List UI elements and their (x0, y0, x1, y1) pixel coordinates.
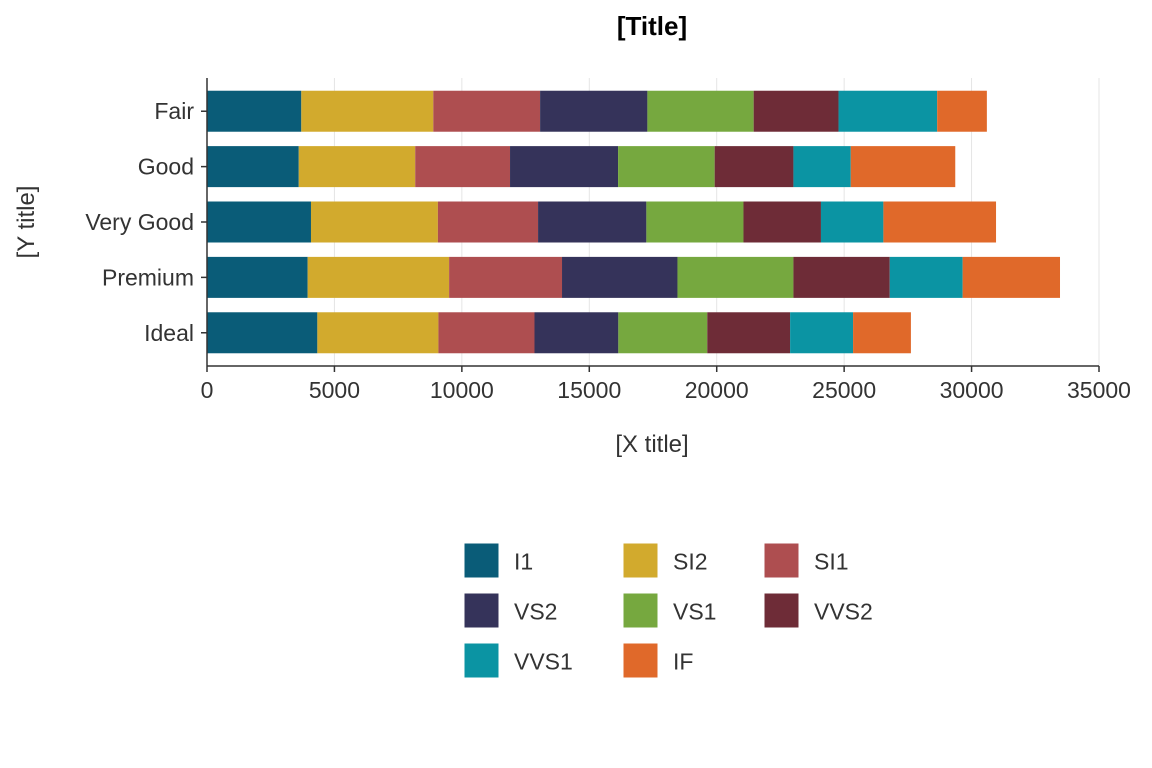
legend-swatch-vvs2 (763, 592, 800, 629)
bar-ideal-vs2 (534, 312, 619, 354)
bar-very-good-i1 (207, 201, 311, 243)
legend-label-vvs1: VVS1 (514, 649, 573, 675)
bar-fair-vs2 (540, 90, 648, 132)
x-tick-label: 0 (201, 377, 214, 403)
legend-swatch-si2 (622, 542, 659, 579)
bar-fair-si1 (433, 90, 541, 132)
legend-swatch-vs2 (463, 592, 500, 629)
bar-premium-vs1 (677, 256, 794, 298)
bar-premium-vvs1 (889, 256, 963, 298)
x-tick-label: 35000 (1067, 377, 1131, 403)
bar-premium-vvs2 (793, 256, 890, 298)
bar-good-vs2 (510, 146, 619, 188)
bar-fair-i1 (207, 90, 302, 132)
bar-fair-if (937, 90, 987, 132)
legend-label-if: IF (673, 649, 693, 675)
x-tick-labels: 0 5000 10000 15000 20000 25000 30000 35000 (201, 377, 1131, 403)
bar-fair-vs1 (647, 90, 754, 132)
legend: I1 SI2 SI1 VS2 VS1 VVS2 VVS1 IF (463, 542, 873, 679)
x-tick-label: 5000 (309, 377, 360, 403)
bar-good-vvs1 (793, 146, 851, 188)
x-axis-title: [X title] (615, 431, 688, 458)
x-tick-label: 15000 (557, 377, 621, 403)
chart-title: [Title] (617, 11, 687, 41)
legend-label-vs2: VS2 (514, 599, 557, 625)
bar-very-good-vvs1 (820, 201, 884, 243)
legend-swatch-vvs1 (463, 642, 500, 679)
legend-swatch-if (622, 642, 659, 679)
bar-ideal-si2 (317, 312, 439, 354)
legend-label-si2: SI2 (673, 549, 708, 575)
y-axis-title: [Y title] (13, 186, 40, 259)
y-tick-label: Premium (102, 264, 194, 290)
legend-label-i1: I1 (514, 549, 533, 575)
bar-good-si1 (415, 146, 511, 188)
bar-ideal-vs1 (618, 312, 708, 354)
bar-premium-if (962, 256, 1061, 298)
y-tick-label: Ideal (144, 320, 194, 346)
bar-very-good-vs1 (646, 201, 744, 243)
bar-fair-vvs2 (753, 90, 839, 132)
bar-very-good-if (883, 201, 997, 243)
bar-good-si2 (298, 146, 416, 188)
bar-premium-vs2 (562, 256, 678, 298)
bar-good-if (850, 146, 956, 188)
bar-fair-vvs1 (838, 90, 938, 132)
legend-swatch-i1 (463, 542, 500, 579)
bar-good-vs1 (618, 146, 715, 188)
bar-premium-i1 (207, 256, 308, 298)
bar-very-good-si1 (437, 201, 539, 243)
bar-good-i1 (207, 146, 299, 188)
bar-ideal-si1 (438, 312, 535, 354)
legend-label-vvs2: VVS2 (814, 599, 873, 625)
bar-ideal-i1 (207, 312, 318, 354)
bar-premium-si2 (307, 256, 450, 298)
legend-label-vs1: VS1 (673, 599, 716, 625)
y-tick-labels: Ideal Premium Very Good Good Fair (85, 98, 194, 346)
legend-swatch-vs1 (622, 592, 659, 629)
bar-fair-si2 (301, 90, 434, 132)
y-tick-label: Good (138, 154, 194, 180)
x-tick-label: 30000 (940, 377, 1004, 403)
legend-label-si1: SI1 (814, 549, 849, 575)
bar-premium-si1 (449, 256, 563, 298)
legend-swatch-si1 (763, 542, 800, 579)
x-tick-label: 20000 (685, 377, 749, 403)
x-tick-label: 10000 (430, 377, 494, 403)
bar-very-good-vs2 (538, 201, 647, 243)
axes (201, 78, 1100, 372)
bars (207, 90, 1061, 354)
bar-ideal-vvs2 (707, 312, 791, 354)
bar-good-vvs2 (714, 146, 794, 188)
bar-very-good-vvs2 (743, 201, 821, 243)
bar-ideal-vvs1 (790, 312, 854, 354)
bar-ideal-if (853, 312, 911, 354)
bar-very-good-si2 (310, 201, 438, 243)
y-tick-label: Very Good (85, 209, 194, 235)
x-tick-label: 25000 (812, 377, 876, 403)
y-tick-label: Fair (154, 98, 194, 124)
